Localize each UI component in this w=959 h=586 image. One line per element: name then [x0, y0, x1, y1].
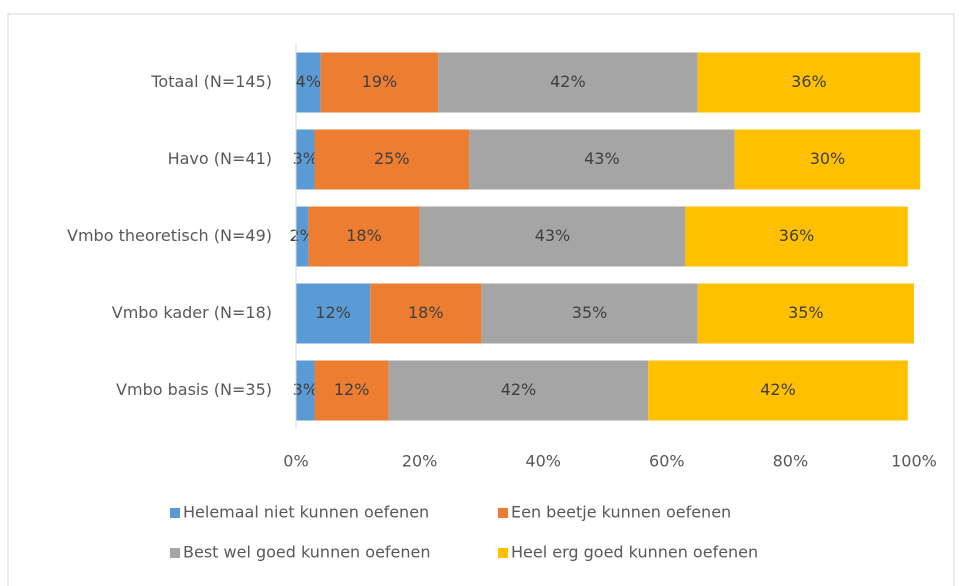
x-tick-label: 60%	[649, 452, 685, 471]
bar-segment	[370, 283, 482, 344]
data-label: 12%	[334, 380, 370, 399]
data-label: 43%	[584, 149, 620, 168]
y-tick-label: Totaal (N=145)	[150, 72, 272, 91]
data-label: 35%	[788, 303, 824, 322]
bar-segment	[296, 283, 371, 344]
data-label: 3%	[293, 380, 318, 399]
bar-segment	[388, 360, 649, 421]
legend-swatch	[170, 548, 180, 558]
data-label: 43%	[535, 226, 571, 245]
x-tick-label: 80%	[773, 452, 809, 471]
x-tick-label: 0%	[283, 452, 308, 471]
legend-swatch	[170, 508, 180, 518]
bar-segment	[314, 360, 389, 421]
y-tick-label: Vmbo kader (N=18)	[112, 303, 272, 322]
legend-label: Heel erg goed kunnen oefenen	[511, 543, 758, 562]
data-label: 12%	[315, 303, 351, 322]
data-label: 3%	[293, 149, 318, 168]
bar-segment	[685, 206, 908, 267]
data-label: 18%	[408, 303, 444, 322]
y-tick-label: Havo (N=41)	[168, 149, 272, 168]
bar-segment	[314, 129, 470, 190]
bar-segment	[308, 206, 420, 267]
data-label: 4%	[296, 72, 321, 91]
bar-segment	[419, 206, 686, 267]
bar-segment	[296, 129, 315, 190]
bar-segment	[648, 360, 908, 421]
data-label: 42%	[550, 72, 586, 91]
bar-segment	[296, 52, 321, 113]
y-tick-label: Vmbo basis (N=35)	[116, 380, 272, 399]
bar-segment	[320, 52, 439, 113]
x-tick-label: 40%	[525, 452, 561, 471]
bar-segment	[296, 206, 309, 267]
chart-border	[7, 13, 955, 586]
data-label: 30%	[810, 149, 846, 168]
legend-label: Helemaal niet kunnen oefenen	[183, 503, 429, 522]
data-label: 35%	[572, 303, 608, 322]
bar-segment	[296, 360, 315, 421]
bar-segment	[697, 52, 921, 113]
data-label: 36%	[791, 72, 827, 91]
data-label: 42%	[501, 380, 537, 399]
y-tick-label: Vmbo theoretisch (N=49)	[67, 226, 272, 245]
data-label: 25%	[374, 149, 410, 168]
x-tick-label: 20%	[402, 452, 438, 471]
legend-label: Best wel goed kunnen oefenen	[183, 543, 431, 562]
bar-segment	[481, 283, 698, 344]
bar-segment	[469, 129, 735, 190]
x-tick-label: 100%	[891, 452, 937, 471]
data-label: 42%	[760, 380, 796, 399]
legend-label: Een beetje kunnen oefenen	[511, 503, 731, 522]
data-label: 36%	[779, 226, 815, 245]
legend-swatch	[498, 548, 508, 558]
data-label: 19%	[362, 72, 398, 91]
bar-segment	[734, 129, 921, 190]
data-label: 18%	[346, 226, 382, 245]
bar-segment	[438, 52, 698, 113]
bar-segment	[697, 283, 914, 344]
legend-swatch	[498, 508, 508, 518]
